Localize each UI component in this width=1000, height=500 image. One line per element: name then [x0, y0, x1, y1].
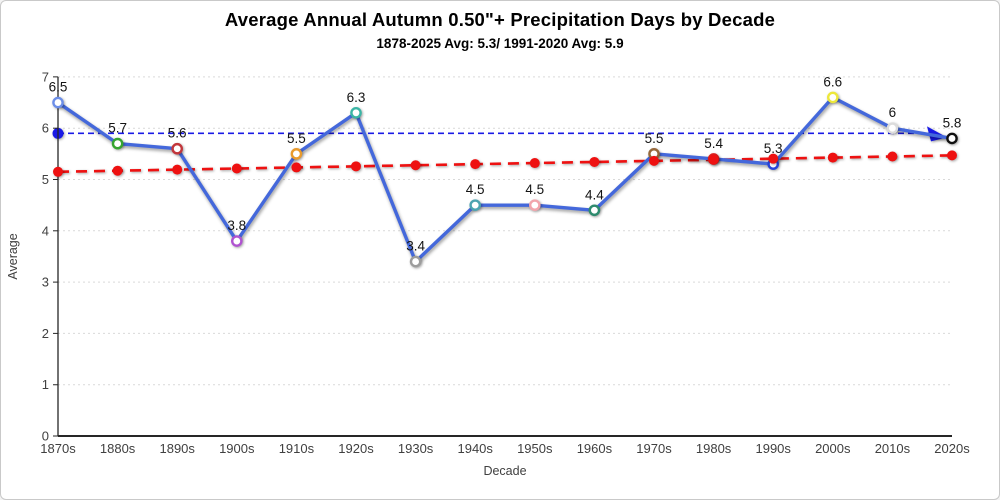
- x-tick-label: 2010s: [875, 441, 911, 456]
- y-tick-label: 7: [42, 69, 49, 84]
- data-point-marker-1900s[interactable]: [230, 235, 243, 247]
- x-tick-label: 1900s: [219, 441, 255, 456]
- chart-subtitle: 1878-2025 Avg: 5.3/ 1991-2020 Avg: 5.9: [376, 36, 624, 51]
- data-point-marker-2010s[interactable]: [886, 122, 899, 134]
- value-label-1960s: 4.4: [585, 187, 604, 202]
- tick-labels: 0 1 2 3 4 5 6 7 1870s 1880s 1890s 1900s 1910s 1920s 19…: [40, 69, 970, 456]
- y-gridlines: [58, 76, 952, 386]
- trend-dot: [887, 151, 898, 162]
- x-tick-label: 1880s: [100, 441, 136, 456]
- trend-dot: [172, 164, 183, 175]
- trend-dot: [351, 161, 361, 172]
- trend-dot: [291, 162, 302, 173]
- trend-dot: [112, 165, 123, 176]
- y-tick-label: 5: [42, 172, 49, 187]
- trend-dot: [589, 156, 600, 167]
- trend-dot: [768, 153, 779, 164]
- trend-dot: [53, 166, 63, 177]
- trend-dashed-line: [57, 154, 953, 174]
- x-tick-label: 1940s: [457, 441, 493, 456]
- value-label-1980s: 5.4: [704, 136, 723, 151]
- y-tick-label: 4: [42, 223, 49, 238]
- value-label-1970s: 5.5: [645, 131, 664, 146]
- data-polyline: [56, 95, 954, 264]
- data-point-marker-1950s[interactable]: [529, 199, 541, 211]
- data-point-marker-1920s[interactable]: [350, 107, 362, 119]
- data-point-marker-2000s[interactable]: [827, 91, 839, 104]
- data-point-marker-1930s[interactable]: [409, 255, 422, 268]
- value-label-1920s: 6.3: [347, 90, 366, 105]
- y-axis-title: Average: [6, 233, 20, 279]
- x-tick-label: 1870s: [40, 441, 76, 456]
- data-series-line: [56, 95, 954, 264]
- x-tick-label: 1910s: [279, 441, 315, 456]
- value-label-2000s: 6.6: [823, 74, 842, 89]
- x-tick-label: 1970s: [636, 441, 672, 456]
- y-tick-label: 6: [42, 121, 49, 136]
- trend-dot: [827, 152, 838, 163]
- value-label-1940s: 4.5: [466, 182, 485, 197]
- trend-dot: [947, 150, 957, 161]
- trend-dot: [470, 159, 481, 170]
- value-label-1900s: 3.8: [227, 218, 246, 233]
- x-tick-label: 1930s: [398, 441, 434, 456]
- x-tick-label: 1950s: [517, 441, 553, 456]
- trend-dot: [410, 160, 421, 171]
- y-tick-label: 2: [42, 326, 49, 341]
- x-tick-label: 1980s: [696, 441, 732, 456]
- value-label-1990s: 5.3: [764, 141, 783, 156]
- data-point-marker-1910s[interactable]: [290, 148, 303, 160]
- value-label-2010s: 6: [889, 105, 897, 120]
- x-tick-label: 1990s: [755, 441, 791, 456]
- trend-dot: [708, 154, 719, 165]
- data-point-marker-1870s[interactable]: [52, 96, 64, 109]
- x-tick-label: 2000s: [815, 441, 851, 456]
- axes: [53, 76, 952, 437]
- data-point-marker-1880s[interactable]: [111, 137, 124, 150]
- trend-dot: [649, 155, 659, 166]
- trend-line: [57, 154, 953, 174]
- x-tick-label: 1920s: [338, 441, 374, 456]
- value-label-1930s: 3.4: [406, 239, 425, 254]
- value-label-1910s: 5.5: [287, 131, 306, 146]
- x-tick-label: 1890s: [159, 441, 195, 456]
- data-point-marker-1890s[interactable]: [171, 142, 183, 155]
- trend-dot: [529, 158, 540, 169]
- x-tick-label: 2020s: [934, 441, 970, 456]
- data-point-marker-1940s[interactable]: [469, 199, 482, 211]
- value-label-1870s: 6.5: [49, 80, 68, 95]
- data-point-marker-1960s[interactable]: [588, 204, 601, 217]
- trend-dots: [53, 150, 957, 177]
- x-axis-title: Decade: [483, 464, 526, 478]
- value-label-1890s: 5.6: [168, 126, 187, 141]
- y-tick-label: 1: [42, 377, 49, 392]
- data-point-marker-2020s[interactable]: [946, 132, 958, 145]
- value-label-1880s: 5.7: [108, 121, 127, 136]
- value-label-1950s: 4.5: [525, 182, 544, 197]
- x-tick-label: 1960s: [577, 441, 613, 456]
- value-labels: 6.5 5.7 5.6 3.8 5.5 6.3 3.4 4.5 4.5 4.4 5.5 5.4 5.3 6…: [49, 74, 962, 253]
- trend-dot: [231, 163, 242, 174]
- value-label-2020s: 5.8: [943, 115, 962, 130]
- chart-title: Average Annual Autumn 0.50"+ Precipitati…: [224, 9, 776, 30]
- y-tick-label: 3: [42, 275, 49, 290]
- y-tick-label: 0: [42, 429, 49, 444]
